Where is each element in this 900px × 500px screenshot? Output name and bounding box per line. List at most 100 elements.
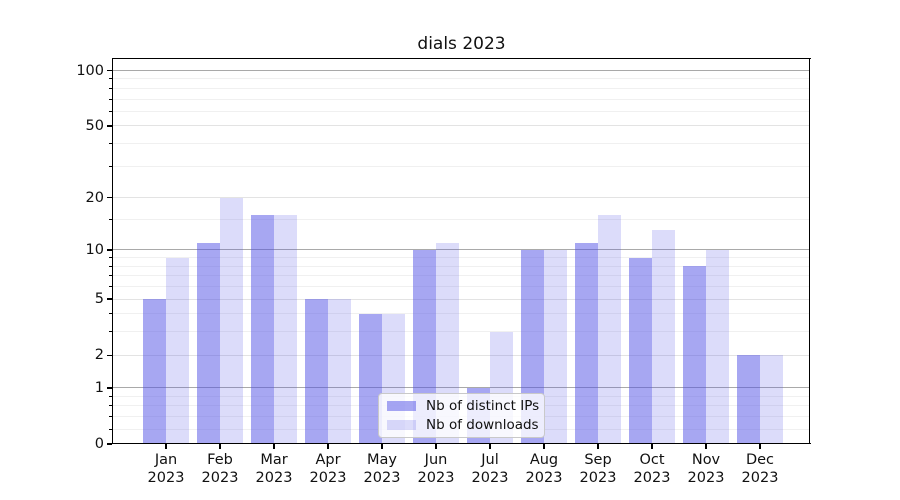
- bar-apr-downloads: [328, 299, 351, 443]
- y-tick-20: [107, 197, 112, 199]
- y-tick-50: [107, 125, 112, 127]
- y-tick-label-10: 10: [85, 241, 104, 258]
- y-tick-label-1: 1: [94, 379, 104, 396]
- x-tick-aug: [543, 444, 545, 449]
- y-minortick-9: [109, 257, 112, 259]
- x-tick-jun: [435, 444, 437, 449]
- y-gridline-minor-9: [113, 257, 810, 259]
- y-minortick-80: [109, 87, 112, 89]
- bar-feb-downloads: [220, 197, 243, 443]
- y-gridline-minor-4: [113, 313, 810, 315]
- y-tick-label-2: 2: [94, 347, 104, 364]
- x-tick-label-nov: Nov 2023: [687, 452, 725, 486]
- x-tick-label-dec: Dec 2023: [741, 452, 779, 486]
- y-gridline-minor-90: [113, 78, 810, 80]
- plot-area: [113, 59, 810, 444]
- y-gridline-minor-70: [113, 98, 810, 100]
- bar-oct-distinct-ips: [629, 257, 652, 443]
- bar-sep-downloads: [598, 214, 621, 443]
- legend-item-downloads: Nb of downloads: [387, 416, 539, 433]
- y-gridline-1: [113, 387, 810, 389]
- y-gridline-minor-60: [113, 110, 810, 112]
- y-tick-5: [107, 298, 112, 300]
- x-tick-dec: [759, 444, 761, 449]
- y-gridline-50: [113, 125, 810, 127]
- x-tick-label-oct: Oct 2023: [633, 452, 671, 486]
- bar-aug-downloads: [544, 249, 567, 443]
- bar-mar-distinct-ips: [251, 214, 274, 443]
- x-tick-label-sep: Sep 2023: [579, 452, 617, 486]
- y-tick-100: [107, 69, 112, 72]
- y-minortick-0.2: [109, 428, 112, 430]
- y-tick-label-5: 5: [94, 291, 104, 307]
- x-tick-feb: [219, 444, 221, 449]
- x-tick-label-mar: Mar 2023: [255, 452, 293, 486]
- legend-label-distinct-ips: Nb of distinct IPs: [426, 398, 540, 415]
- y-tick-2: [107, 354, 112, 356]
- bottom-spine: [112, 443, 811, 445]
- x-tick-mar: [273, 444, 275, 449]
- bar-apr-distinct-ips: [305, 299, 328, 443]
- y-gridline-minor-30: [113, 165, 810, 167]
- y-minortick-0.8: [109, 395, 112, 397]
- y-gridline-5: [113, 298, 810, 300]
- legend-item-distinct-ips: Nb of distinct IPs: [387, 398, 540, 415]
- bar-sep-distinct-ips: [575, 242, 598, 443]
- x-tick-label-jul: Jul 2023: [471, 452, 509, 486]
- x-tick-oct: [651, 444, 653, 449]
- y-minortick-15: [109, 219, 112, 221]
- y-gridline-2: [113, 354, 810, 356]
- x-tick-jan: [165, 444, 167, 449]
- bar-nov-distinct-ips: [683, 266, 706, 443]
- x-tick-label-may: May 2023: [363, 452, 401, 486]
- bar-jan-distinct-ips: [143, 299, 166, 443]
- bar-feb-distinct-ips: [197, 242, 220, 443]
- y-tick-label-100: 100: [76, 62, 104, 79]
- bar-jun-downloads: [436, 242, 459, 443]
- x-tick-label-aug: Aug 2023: [525, 452, 563, 486]
- y-tick-label-50: 50: [85, 117, 104, 134]
- y-gridline-minor-40: [113, 143, 810, 144]
- legend-swatch-downloads: [387, 419, 416, 430]
- chart-title: dials 2023: [417, 34, 506, 54]
- x-tick-label-jun: Jun 2023: [417, 452, 455, 486]
- y-tick-0: [107, 443, 112, 445]
- y-minortick-4: [109, 313, 112, 315]
- y-gridline-minor-7: [113, 275, 810, 277]
- y-gridline-100: [113, 69, 810, 71]
- y-minortick-6: [109, 286, 112, 288]
- y-tick-label-0: 0: [94, 436, 104, 452]
- bar-dec-downloads: [760, 355, 783, 443]
- y-gridline-10: [113, 249, 810, 251]
- legend-label-downloads: Nb of downloads: [426, 416, 539, 433]
- y-minortick-30: [109, 165, 112, 167]
- y-minortick-60: [109, 110, 112, 112]
- x-tick-label-feb: Feb 2023: [201, 452, 239, 486]
- right-spine: [809, 57, 811, 445]
- top-spine: [112, 57, 811, 60]
- y-gridline-20: [113, 197, 810, 199]
- legend-swatch-distinct-ips: [387, 401, 416, 412]
- bar-dec-distinct-ips: [737, 355, 760, 443]
- y-gridline-minor-15: [113, 219, 810, 221]
- legend: Nb of distinct IPs Nb of downloads: [378, 393, 545, 438]
- bar-oct-downloads: [652, 230, 675, 443]
- y-minortick-3: [109, 331, 112, 333]
- y-tick-10: [107, 249, 112, 251]
- bar-may-distinct-ips: [359, 313, 382, 443]
- y-tick-1: [107, 387, 112, 389]
- x-tick-jul: [489, 444, 491, 449]
- x-tick-label-jan: Jan 2023: [147, 452, 185, 486]
- y-minortick-8: [109, 265, 112, 267]
- bar-mar-downloads: [274, 214, 297, 443]
- y-gridline-minor-3: [113, 331, 810, 333]
- x-tick-apr: [327, 444, 329, 449]
- y-gridline-minor-80: [113, 87, 810, 89]
- y-gridline-minor-6: [113, 286, 810, 288]
- y-minortick-0.4: [109, 416, 112, 418]
- y-gridline-minor-8: [113, 265, 810, 267]
- y-minortick-70: [109, 98, 112, 100]
- x-tick-label-apr: Apr 2023: [309, 452, 347, 486]
- y-minortick-90: [109, 78, 112, 80]
